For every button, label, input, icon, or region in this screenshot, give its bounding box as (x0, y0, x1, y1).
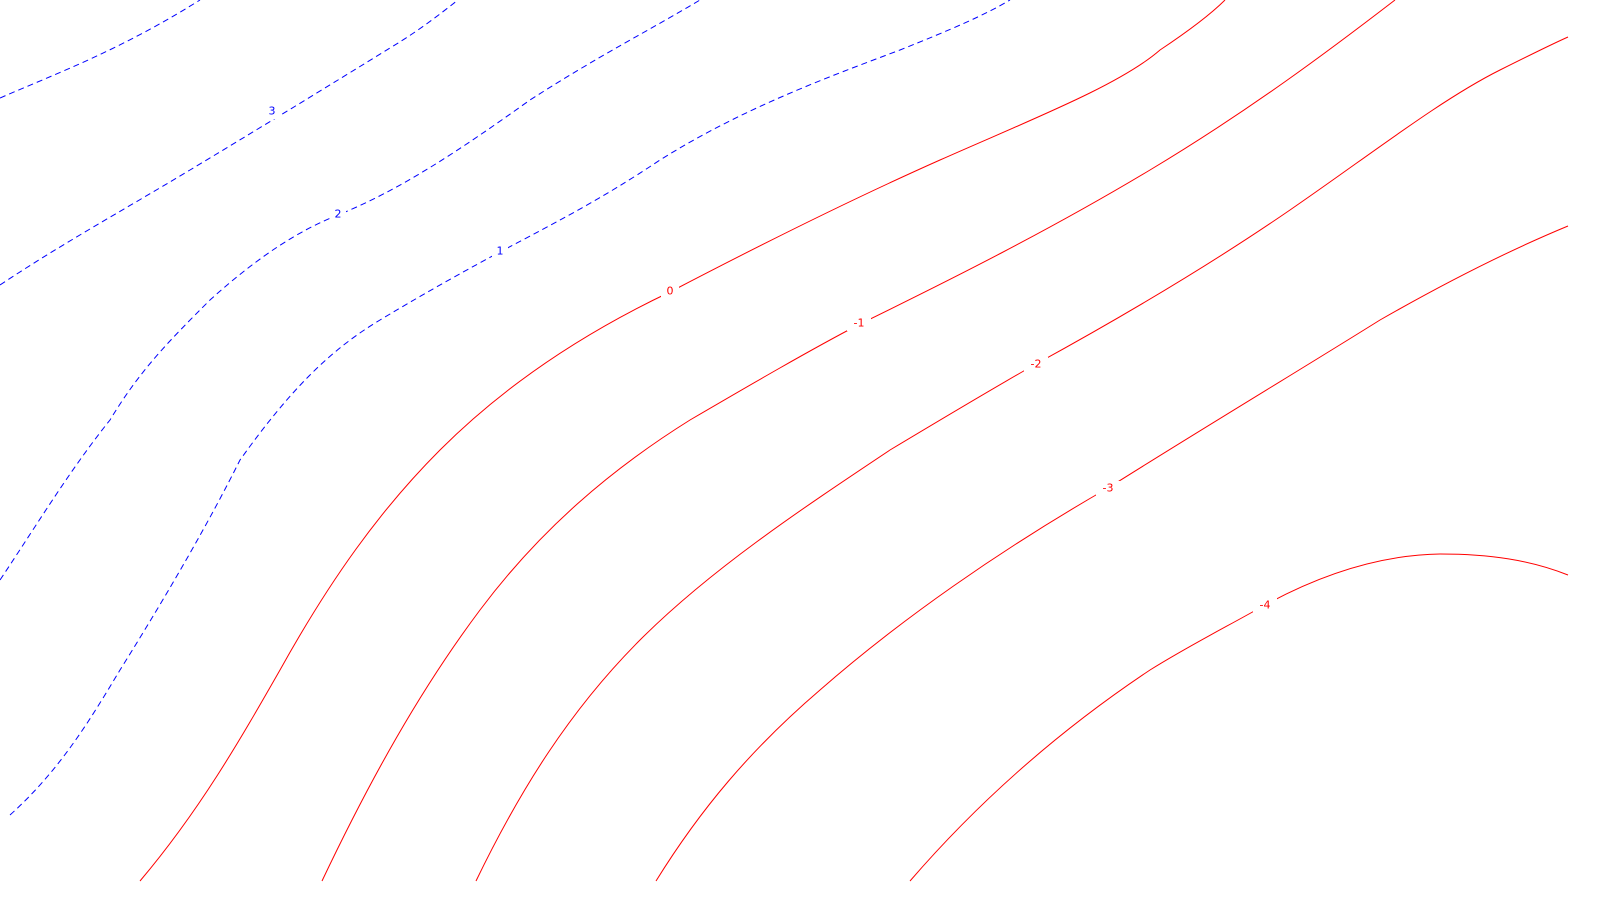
contour-line-2 (0, 0, 701, 581)
label-mask-3 (264, 104, 280, 119)
label-mask-neg2 (1024, 357, 1048, 372)
contour-group-1: 1 (9, 0, 1011, 816)
label-mask-0 (661, 284, 679, 299)
contour-label-neg3: -3 (1103, 482, 1114, 495)
contour-group-neg2: -2 (475, 36, 1569, 882)
contour-line-0 (139, 0, 1226, 882)
contour-label-neg4: -4 (1260, 599, 1271, 612)
contour-label-2: 2 (335, 208, 342, 221)
contour-group-2: 2 (0, 0, 701, 581)
contour-group-neg1: -1 (321, 0, 1396, 882)
contour-label-1: 1 (497, 245, 504, 258)
contour-label-3: 3 (269, 105, 276, 118)
contour-label-neg1: -1 (854, 317, 865, 330)
contour-group-3: 3 (0, 0, 459, 286)
label-mask-neg3 (1096, 481, 1120, 496)
contour-label-neg2: -2 (1031, 358, 1042, 371)
contour-line-neg1 (321, 0, 1396, 882)
label-mask-neg4 (1253, 598, 1277, 613)
label-mask-neg1 (847, 316, 871, 331)
label-mask-1 (492, 244, 508, 259)
label-mask-2 (330, 207, 346, 222)
contour-group-0: 0 (139, 0, 1226, 882)
contour-label-0: 0 (667, 285, 674, 298)
contour-line-neg2 (475, 36, 1569, 882)
contour-group-neg4: -4 (909, 553, 1569, 882)
contour-line-3 (0, 0, 201, 99)
contour-line-1 (9, 0, 1011, 816)
contour-group-neg3: -3 (655, 225, 1569, 882)
contour-line-3-upper (0, 0, 459, 286)
